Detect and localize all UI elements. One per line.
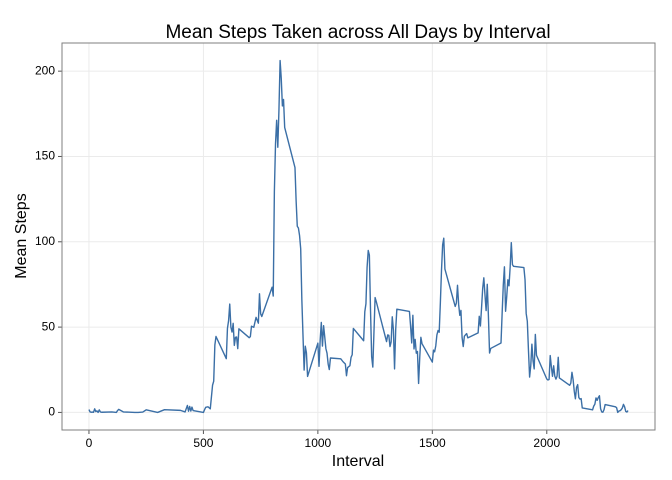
y-tick-label: 100 <box>35 234 55 248</box>
x-tick-label: 0 <box>86 436 93 450</box>
x-axis-label: Interval <box>332 453 384 470</box>
x-tick-label: 2000 <box>533 436 560 450</box>
y-tick-label: 200 <box>35 63 55 77</box>
x-tick-label: 1000 <box>305 436 332 450</box>
y-tick-label: 50 <box>42 319 56 333</box>
x-tick-label: 1500 <box>419 436 446 450</box>
y-axis-label: Mean Steps <box>13 193 30 278</box>
y-tick-label: 0 <box>48 405 55 419</box>
y-tick-label: 150 <box>35 149 55 163</box>
chart-title: Mean Steps Taken across All Days by Inte… <box>165 22 550 43</box>
x-tick-label: 500 <box>193 436 213 450</box>
panel-border <box>61 42 656 431</box>
data-line <box>88 59 629 414</box>
